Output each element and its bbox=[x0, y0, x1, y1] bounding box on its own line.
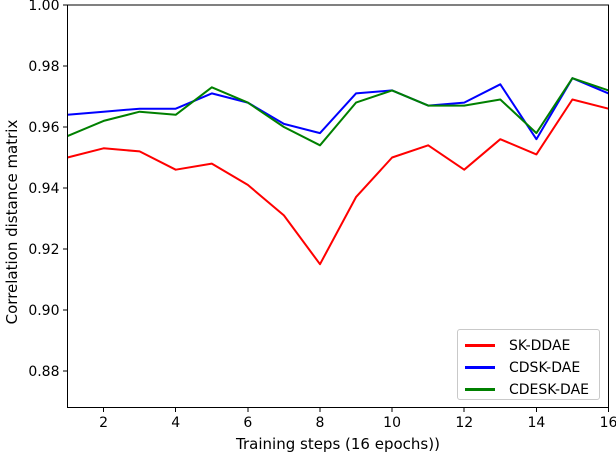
legend-entry-sk-ddae: SK-DDAE bbox=[465, 335, 599, 356]
x-tick-label: 10 bbox=[383, 415, 401, 431]
y-tick-label: 0.94 bbox=[28, 181, 59, 197]
legend-entry-cdsk-dae: CDSK-DAE bbox=[465, 357, 599, 378]
legend-entry-cdesk-dae: CDESK-DAE bbox=[465, 379, 599, 400]
y-tick-label: 0.98 bbox=[28, 59, 59, 75]
x-tick-label: 4 bbox=[171, 415, 180, 431]
line-series-sk-ddae bbox=[67, 98, 609, 266]
x-tick-label: 16 bbox=[600, 415, 616, 431]
legend: SK-DDAE CDSK-DAE CDESK-DAE bbox=[457, 329, 600, 400]
y-tick-label: 0.90 bbox=[28, 303, 59, 319]
x-tick-label: 12 bbox=[455, 415, 473, 431]
red-line-swatch bbox=[465, 344, 495, 347]
y-tick-label: 1.00 bbox=[28, 0, 59, 14]
x-tick-label: 6 bbox=[243, 415, 252, 431]
x-tick-label: 14 bbox=[527, 415, 545, 431]
legend-label: CDESK-DAE bbox=[509, 381, 590, 398]
y-tick-label: 0.96 bbox=[28, 120, 59, 136]
line-series-cdesk-dae bbox=[67, 77, 609, 147]
y-axis-label: Correlation distance matrix bbox=[3, 119, 21, 325]
green-line-swatch bbox=[465, 388, 495, 391]
line-series-cdsk-dae bbox=[67, 77, 609, 141]
x-axis-label: Training steps (16 epochs)) bbox=[236, 435, 440, 453]
blue-line-swatch bbox=[465, 366, 495, 369]
y-tick-label: 0.88 bbox=[28, 364, 59, 380]
legend-label: SK-DDAE bbox=[509, 337, 571, 354]
x-tick-label: 2 bbox=[99, 415, 108, 431]
legend-label: CDSK-DAE bbox=[509, 359, 581, 376]
x-tick-label: 8 bbox=[316, 415, 325, 431]
y-tick-label: 0.92 bbox=[28, 242, 59, 258]
